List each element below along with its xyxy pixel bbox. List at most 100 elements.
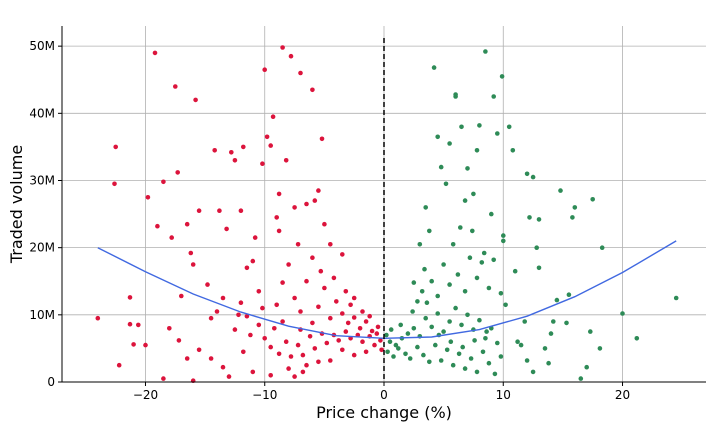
data-point-series-2 xyxy=(398,322,404,328)
data-point-series-2 xyxy=(480,349,486,355)
data-point-series-2 xyxy=(495,340,500,346)
data-point-series-1 xyxy=(292,295,297,301)
data-point-series-1 xyxy=(340,347,345,353)
data-point-series-1 xyxy=(345,320,351,326)
data-point-series-2 xyxy=(444,347,450,353)
x-axis-ticks: −20 −10 0 10 20 xyxy=(133,382,630,402)
data-point-series-1 xyxy=(260,305,265,311)
data-point-series-1 xyxy=(316,188,321,193)
data-point-series-1 xyxy=(268,344,274,350)
data-point-series-2 xyxy=(620,311,625,316)
data-point-series-1 xyxy=(226,374,232,379)
data-point-series-1 xyxy=(295,342,301,348)
data-point-series-2 xyxy=(447,319,452,324)
data-point-series-2 xyxy=(435,293,441,299)
data-point-series-1 xyxy=(173,84,178,89)
y-tick-label: 30M xyxy=(29,173,55,187)
data-point-series-1 xyxy=(304,362,309,368)
data-point-series-2 xyxy=(424,300,430,306)
data-point-series-2 xyxy=(410,309,415,314)
data-point-series-2 xyxy=(453,92,458,97)
data-point-series-2 xyxy=(599,245,605,250)
data-point-series-1 xyxy=(319,136,325,142)
data-point-series-2 xyxy=(481,250,487,256)
data-point-series-1 xyxy=(310,255,315,260)
data-point-series-2 xyxy=(518,342,524,348)
data-point-series-2 xyxy=(453,305,458,311)
data-point-series-1 xyxy=(283,339,289,345)
data-point-series-1 xyxy=(116,362,122,368)
data-point-series-1 xyxy=(268,143,274,148)
data-point-series-2 xyxy=(548,331,554,336)
data-point-series-2 xyxy=(483,336,488,341)
data-point-series-2 xyxy=(498,291,504,296)
data-point-series-1 xyxy=(256,322,262,328)
data-point-series-2 xyxy=(411,326,417,331)
data-point-series-2 xyxy=(542,346,548,351)
data-point-series-2 xyxy=(433,342,438,348)
data-point-series-1 xyxy=(340,311,345,316)
data-point-series-1 xyxy=(229,150,234,155)
data-point-series-1 xyxy=(322,221,327,227)
data-point-series-2 xyxy=(570,215,575,220)
data-point-series-1 xyxy=(262,336,268,341)
data-point-series-2 xyxy=(673,295,679,301)
data-point-series-1 xyxy=(127,321,133,327)
data-point-series-2 xyxy=(564,320,569,326)
data-point-series-2 xyxy=(471,191,476,197)
data-point-series-1 xyxy=(205,282,210,287)
data-point-series-1 xyxy=(236,312,241,318)
data-point-series-1 xyxy=(378,338,383,343)
data-point-series-1 xyxy=(360,339,365,345)
data-point-series-1 xyxy=(208,356,214,361)
data-point-series-1 xyxy=(304,201,309,207)
data-point-series-1 xyxy=(304,278,309,284)
data-point-series-2 xyxy=(415,299,420,304)
data-point-series-1 xyxy=(357,326,363,331)
data-point-series-1 xyxy=(363,349,369,355)
data-point-series-2 xyxy=(495,131,500,136)
data-point-series-2 xyxy=(522,319,527,324)
data-point-series-2 xyxy=(572,205,578,210)
data-point-series-2 xyxy=(530,369,536,375)
data-point-series-2 xyxy=(465,312,470,318)
data-point-series-2 xyxy=(387,339,393,345)
data-point-series-2 xyxy=(427,228,432,234)
data-point-series-1 xyxy=(288,53,294,59)
data-point-series-2 xyxy=(558,188,563,193)
data-point-series-2 xyxy=(501,238,506,244)
data-point-series-2 xyxy=(634,336,640,341)
y-tick-label: 0 xyxy=(47,375,55,389)
x-tick-label: −20 xyxy=(133,388,158,402)
data-point-series-1 xyxy=(292,374,297,379)
data-point-series-2 xyxy=(489,211,494,217)
data-point-series-2 xyxy=(590,197,595,202)
data-point-series-2 xyxy=(465,166,470,171)
data-point-series-1 xyxy=(363,319,369,324)
data-point-series-2 xyxy=(431,65,437,70)
data-point-series-1 xyxy=(232,158,238,163)
data-point-series-2 xyxy=(385,349,390,355)
data-point-series-2 xyxy=(435,311,441,316)
data-point-series-1 xyxy=(270,114,276,119)
data-point-series-1 xyxy=(224,226,229,232)
data-point-series-2 xyxy=(462,366,468,371)
data-point-series-2 xyxy=(597,346,603,351)
data-point-series-1 xyxy=(369,328,375,334)
data-point-series-2 xyxy=(423,205,429,210)
data-point-series-1 xyxy=(312,346,318,351)
data-point-series-1 xyxy=(298,70,303,76)
data-point-series-2 xyxy=(584,364,589,370)
data-point-series-2 xyxy=(515,339,520,345)
data-point-series-2 xyxy=(536,265,542,271)
data-point-series-2 xyxy=(384,332,389,338)
data-point-series-1 xyxy=(286,262,291,267)
fit-curve-layer xyxy=(97,240,677,340)
data-point-series-1 xyxy=(260,161,265,166)
data-point-series-2 xyxy=(477,317,482,323)
data-point-series-1 xyxy=(374,331,380,336)
data-point-series-2 xyxy=(462,198,468,203)
data-point-series-2 xyxy=(492,371,498,377)
x-tick-label: 0 xyxy=(380,388,388,402)
data-point-series-1 xyxy=(238,300,244,306)
